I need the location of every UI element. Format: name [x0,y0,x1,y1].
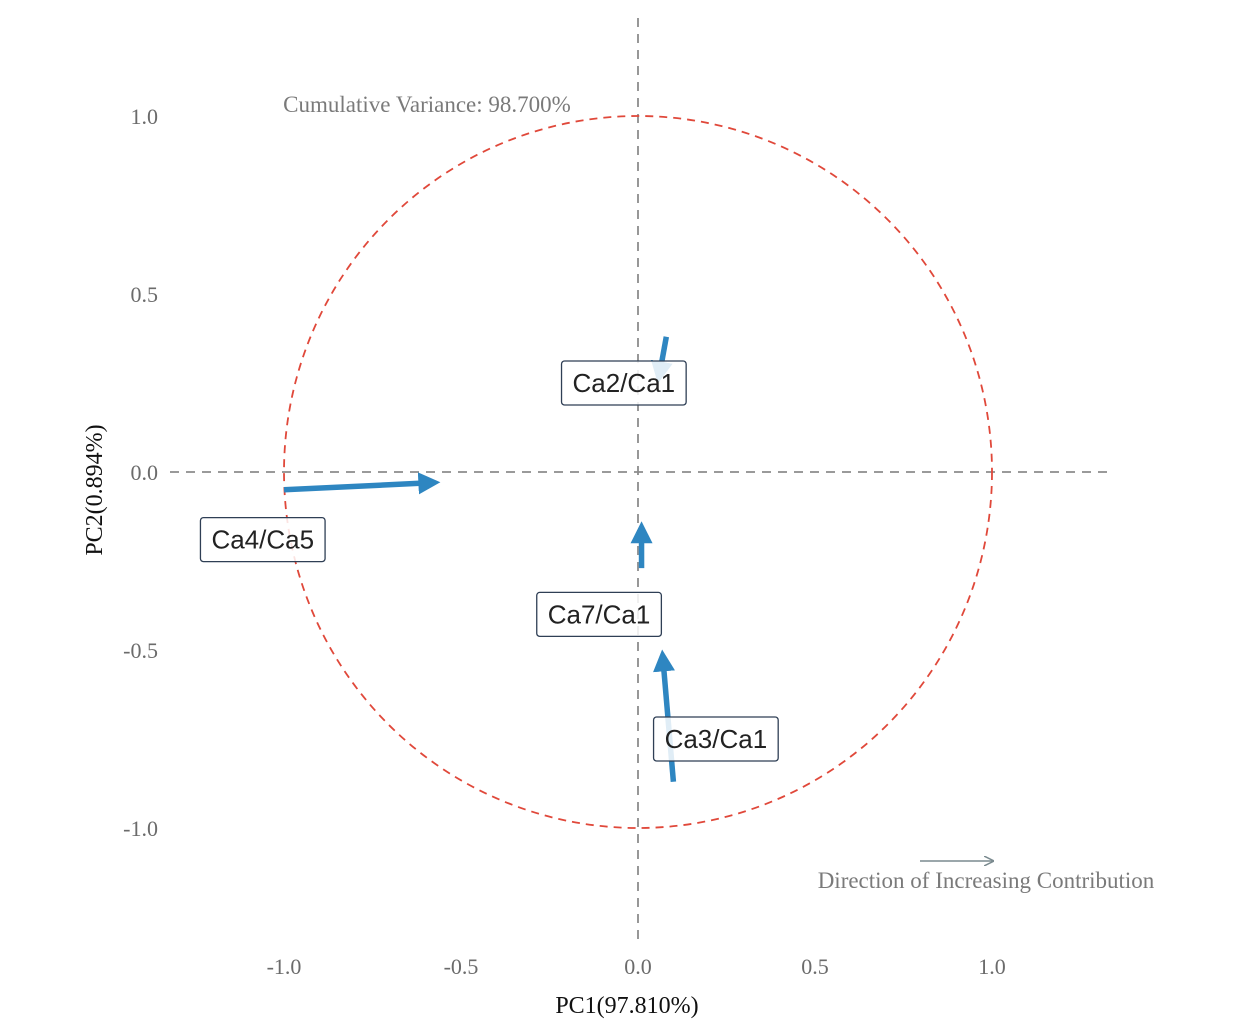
vector-label-ca2-ca1: Ca2/Ca1 [560,360,687,406]
vector-label-box [536,591,663,638]
vector-label-box [560,360,687,406]
y-tick-label: -1.0 [123,816,158,841]
x-tick-label: 0.5 [801,954,829,979]
x-tick-label: 1.0 [978,954,1006,979]
vector-labels: Ca2/Ca1 Ca4/Ca5 Ca7/Ca1 Ca3/Ca1 [199,360,779,762]
y-tick-label: 0.5 [131,282,159,307]
vector-label-box [199,516,326,563]
vector-ca4-ca5 [283,472,441,495]
y-tick-label: 0.0 [131,460,159,485]
x-tick-label: 0.0 [624,954,652,979]
vector-label-text: Ca3/Ca1 [665,724,768,754]
vector-label-ca3-ca1: Ca3/Ca1 [652,716,779,762]
x-tick-label: -0.5 [444,954,479,979]
y-tick-label: 1.0 [131,104,159,129]
y-tick-label: -0.5 [123,638,158,663]
y-axis-title: PC2(0.894%) [82,424,108,555]
vector-label-text: Ca2/Ca1 [573,368,676,398]
x-axis-title: PC1(97.810%) [555,993,698,1019]
x-tick-label: -1.0 [267,954,302,979]
axis-ticks: -1.0 -0.5 0.0 0.5 1.0 1.0 0.5 0.0 -0.5 -1.0 [123,104,1006,979]
unit-circle [283,115,993,829]
vector-label-box [652,716,779,762]
vector-label-ca4-ca5: Ca4/Ca5 [199,516,326,563]
vector-label-ca7-ca1: Ca7/Ca1 [536,591,663,638]
vector-label-text: Ca4/Ca5 [211,525,314,555]
vector-label-text: Ca7/Ca1 [548,599,651,629]
reference-lines [170,18,1108,945]
direction-annotation: Direction of Increasing Contribution [818,868,1155,893]
cumulative-variance-annotation: Cumulative Variance: 98.700% [283,92,571,117]
unit-circle-layer [283,115,993,829]
